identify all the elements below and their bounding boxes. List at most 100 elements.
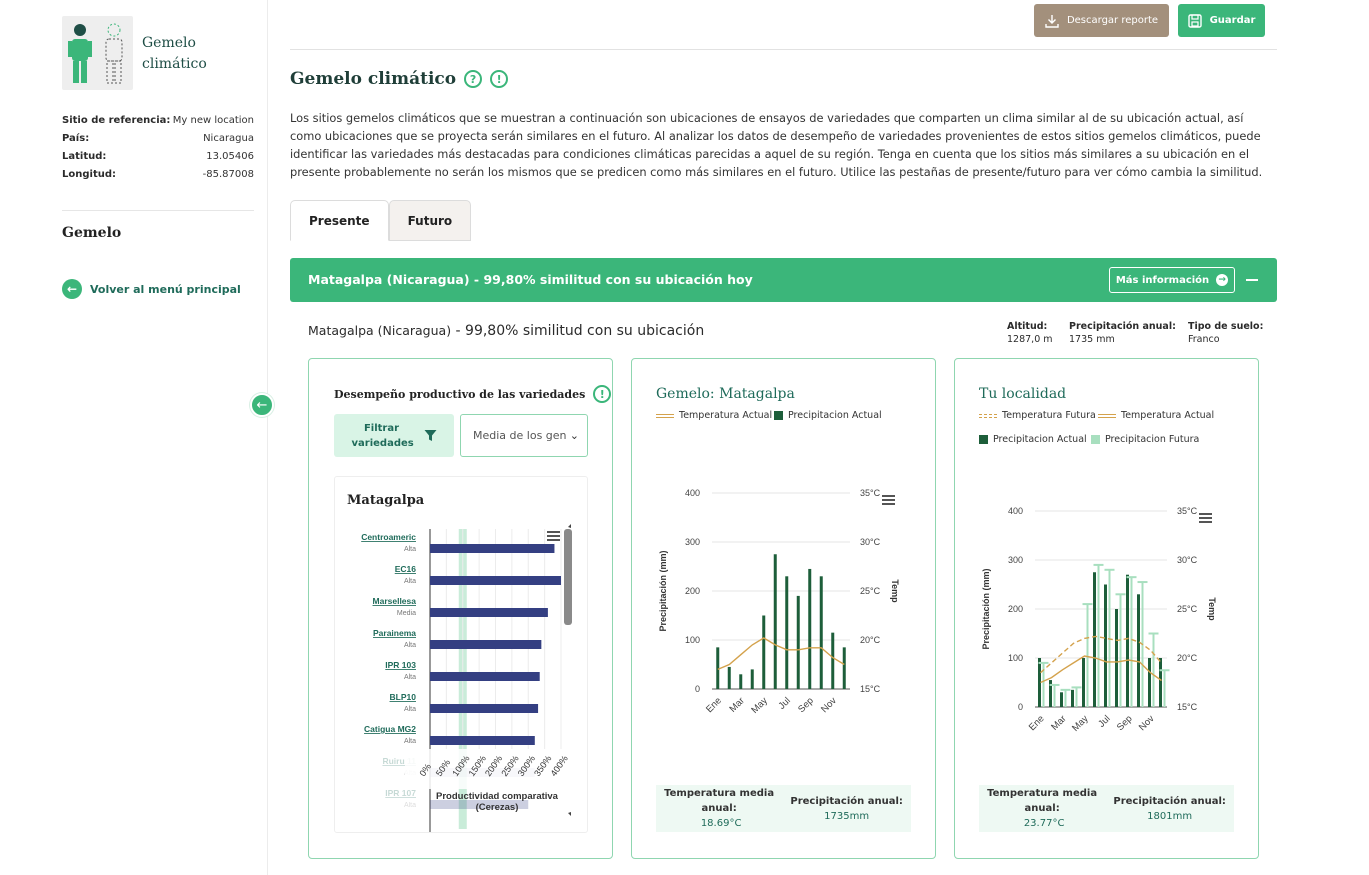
legend-precip-actual[interactable]: Precipitacion Actual — [979, 434, 1087, 445]
legend-temp-actual[interactable]: Temperatura Actual — [1098, 410, 1214, 421]
download-report-button[interactable]: Descargar reporte — [1034, 4, 1169, 37]
legend-label: Precipitacion Actual — [993, 434, 1087, 445]
save-label: Guardar — [1209, 15, 1256, 26]
summary-value: 23.77°C — [1023, 818, 1065, 829]
y2-tick-label: 35°C — [1177, 506, 1198, 516]
reference-value: 13.05406 — [206, 151, 254, 162]
chart-menu-bar — [882, 499, 895, 501]
y2-tick-label: 30°C — [860, 537, 881, 547]
chart-menu-bar — [547, 539, 560, 541]
variety-sublabel: Alta — [404, 738, 416, 745]
summary-temp: Temperatura media anual: 18.69°C — [664, 786, 774, 831]
legend-temp-actual[interactable]: Temperatura Actual — [656, 410, 772, 421]
legend-label: Precipitacion Actual — [788, 410, 882, 421]
y-tick-label: 400 — [1008, 506, 1023, 516]
variety-label: Parainema — [373, 628, 416, 638]
variety-label: Centroameric — [361, 532, 416, 542]
reference-value: My new location — [172, 115, 254, 126]
legend-temp-future[interactable]: Temperatura Futura — [979, 410, 1096, 421]
tick-label-backdrop — [405, 749, 575, 789]
variety-label: Catigua MG2 — [364, 724, 416, 734]
chart-menu-bar — [1199, 521, 1212, 523]
more-info-button[interactable]: Más información → — [1109, 267, 1235, 293]
precip-bar — [739, 674, 743, 689]
reference-value: Nicaragua — [203, 133, 254, 144]
local-card-title: Tu localidad — [979, 386, 1067, 402]
x-tick-label: Ene — [704, 695, 724, 715]
scroll-up-arrow — [568, 524, 571, 528]
filter-varieties-button[interactable]: Filtrar variedades — [334, 414, 454, 457]
logo-title: Gemelo climático — [142, 35, 207, 72]
legend-precip-future[interactable]: Precipitacion Futura — [1091, 434, 1199, 445]
filter-icon — [424, 430, 436, 441]
x-tick-label: Nov — [819, 695, 839, 715]
sidebar-divider — [62, 210, 254, 211]
meta-label: Altitud: — [1007, 321, 1048, 332]
x-tick-label: Sep — [1115, 713, 1135, 733]
twin-logo — [62, 16, 133, 90]
legend-square-icon — [774, 411, 783, 420]
y2-axis-label: Temp — [1207, 597, 1217, 621]
tab-futuro[interactable]: Futuro — [388, 200, 472, 241]
genotype-mean-select[interactable]: Media de los gen ⌄ — [460, 414, 588, 457]
variety-label: BLP10 — [390, 692, 417, 702]
collapse-icon[interactable] — [1246, 279, 1258, 281]
twin-card-title: Gemelo: Matagalpa — [656, 386, 795, 402]
x-tick-label: Nov — [1137, 713, 1157, 733]
precip-bar — [1082, 658, 1085, 707]
legend-label: Precipitacion Futura — [1105, 434, 1200, 445]
page-title: Gemelo climático ? ! — [290, 69, 509, 89]
chevron-down-icon: ⌄ — [569, 429, 579, 442]
variety-bar — [430, 704, 539, 713]
variety-label: EC16 — [395, 564, 417, 574]
alert-icon[interactable]: ! — [593, 385, 612, 403]
save-button[interactable]: Guardar — [1178, 4, 1265, 37]
meta-precipitation: Precipitación anual: 1735 mm — [1069, 320, 1176, 346]
y-tick-label: 200 — [1008, 604, 1023, 614]
match-header-bar[interactable]: Matagalpa (Nicaragua) - 99,80% similitud… — [290, 258, 1277, 302]
match-header-title: Matagalpa (Nicaragua) - 99,80% similitud… — [308, 272, 753, 287]
help-icon[interactable]: ? — [464, 70, 483, 88]
meta-value: 1287,0 m — [1007, 334, 1053, 345]
precip-bar — [1126, 574, 1129, 707]
arrow-left-icon: ← — [62, 279, 82, 299]
precip-bar — [1104, 584, 1107, 707]
filter-label: Filtrar variedades — [351, 422, 414, 449]
legend-square-icon — [979, 435, 988, 444]
precip-bar — [796, 595, 800, 689]
precip-bar — [773, 554, 777, 689]
y2-tick-label: 15°C — [860, 684, 881, 694]
varieties-chart-frame: Matagalpa Centroameric Alta EC16 Alta Marsell… — [334, 476, 588, 833]
reference-row: Sitio de referencia: My new location — [62, 114, 254, 132]
back-to-main-menu-link[interactable]: ← Volver al menú principal — [62, 279, 241, 299]
reference-row: Longitud: -85.87008 — [62, 168, 254, 186]
variety-label: Ruiru 11 — [382, 756, 416, 766]
chart-menu-bar — [547, 531, 560, 533]
sidebar-section-title: Gemelo — [62, 225, 122, 241]
tab-presente[interactable]: Presente — [290, 200, 389, 241]
precip-bar — [842, 647, 846, 689]
twin-card: Gemelo: Matagalpa Temperatura Actual Pre… — [631, 358, 936, 859]
save-icon — [1187, 13, 1202, 28]
legend-label: Temperatura Actual — [679, 410, 773, 421]
summary-label: Precipitación anual: — [790, 795, 903, 807]
precip-bar — [727, 666, 731, 689]
y2-tick-label: 15°C — [1177, 702, 1198, 712]
alert-icon[interactable]: ! — [490, 70, 509, 88]
legend-precip-actual[interactable]: Precipitacion Actual — [774, 410, 882, 421]
precip-bar — [762, 615, 766, 689]
collapse-sidebar-button[interactable]: ← — [250, 393, 274, 417]
summary-label: Temperatura media anual: — [987, 788, 1098, 814]
summary-label: Temperatura media anual: — [664, 788, 775, 814]
reference-row: País: Nicaragua — [62, 132, 254, 150]
y2-axis-label: Temp — [890, 579, 900, 603]
precip-bar — [1071, 689, 1074, 707]
legend-label: Temperatura Actual — [1121, 410, 1215, 421]
variety-label: Marsellesa — [373, 596, 417, 606]
precip-bar — [1060, 692, 1063, 707]
x-axis-label: Productividad comparativa — [436, 791, 559, 802]
meta-soil: Tipo de suelo: Franco — [1188, 320, 1263, 346]
select-value: Media de los gen — [473, 429, 567, 442]
y-tick-label: 400 — [685, 488, 700, 498]
variety-bar — [430, 736, 535, 745]
